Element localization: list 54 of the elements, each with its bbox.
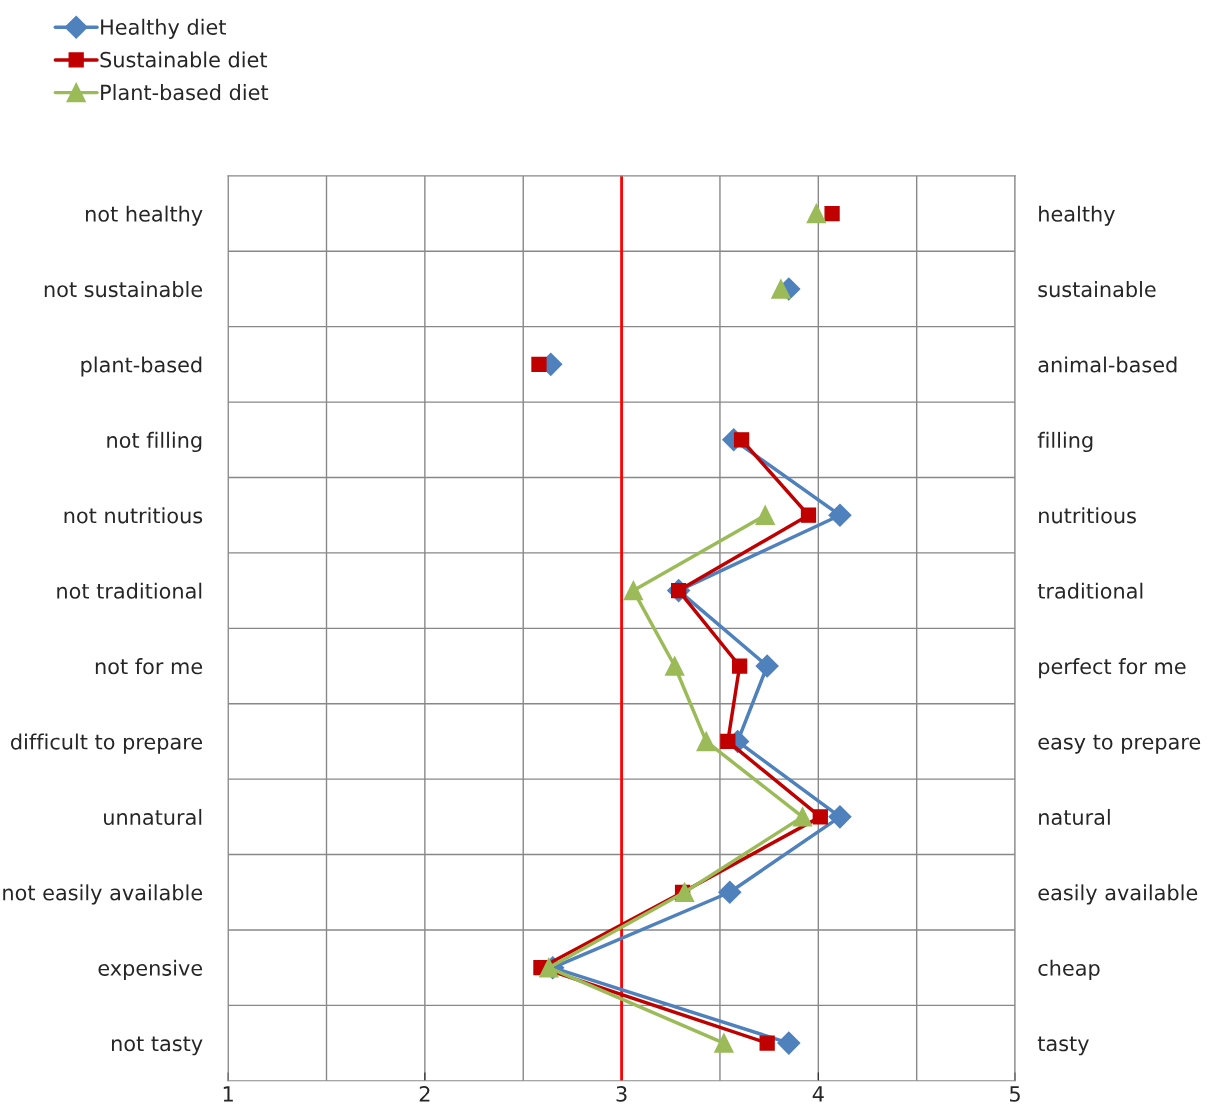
- y2-tick-label: tasty: [1037, 1036, 1089, 1056]
- y2-tick-label: natural: [1039, 808, 1110, 826]
- point: [771, 279, 791, 299]
- point: [531, 356, 547, 373]
- y2-tick-label: easily available: [1038, 884, 1198, 905]
- point: [812, 809, 828, 825]
- y2-tick-label: nutritious: [1039, 507, 1136, 524]
- point: [792, 807, 813, 827]
- point: [623, 580, 644, 601]
- y2-tick-label: traditional: [1037, 582, 1143, 599]
- y-tick-label: unnatural: [104, 808, 202, 826]
- point: [731, 658, 748, 674]
- x-tick-label: 4: [812, 1086, 824, 1102]
- y2-tick-label: perfect for me: [1039, 658, 1186, 679]
- legend-label: Healthy diet: [101, 18, 226, 39]
- point: [696, 731, 716, 752]
- y2-tick-label: healthy: [1039, 205, 1115, 226]
- y2-tick-label: cheap: [1038, 959, 1100, 980]
- y2-tick-label: filling: [1037, 431, 1093, 453]
- legend-label: Plant-based diet: [101, 84, 269, 101]
- point: [714, 1033, 734, 1053]
- point: [800, 507, 817, 523]
- y-tick-label: not easily available: [3, 884, 203, 905]
- point: [733, 432, 750, 448]
- y-tick-label: not traditional: [57, 582, 202, 599]
- point: [806, 203, 827, 224]
- point: [828, 503, 852, 527]
- point: [777, 1031, 801, 1055]
- point: [755, 654, 779, 678]
- x-tick-label: 2: [419, 1086, 430, 1102]
- point: [755, 505, 775, 525]
- point: [759, 1035, 775, 1051]
- y2-tick-label: sustainable: [1038, 281, 1156, 298]
- legend-label: Sustainable diet: [100, 51, 268, 68]
- x-tick-label: 3: [616, 1086, 627, 1102]
- y-tick-label: not healthy: [86, 205, 203, 226]
- point: [664, 656, 685, 676]
- y-tick-label: not filling: [107, 431, 202, 453]
- y-tick-label: difficult to prepare: [11, 733, 203, 754]
- y-tick-label: not nutritious: [64, 507, 203, 524]
- y-tick-label: plant-based: [81, 356, 202, 377]
- y-tick-label: expensive: [98, 959, 203, 980]
- point: [720, 733, 736, 750]
- point: [828, 805, 852, 829]
- y2-tick-label: animal-based: [1038, 356, 1177, 373]
- x-tick-label: 1: [223, 1086, 233, 1102]
- y-tick-label: not tasty: [112, 1036, 203, 1056]
- y-tick-label: not sustainable: [44, 281, 203, 298]
- point: [824, 205, 840, 222]
- y-tick-label: not for me: [95, 658, 203, 675]
- point: [539, 957, 559, 978]
- y2-tick-label: easy to prepare: [1038, 734, 1201, 754]
- x-tick-label: 5: [1010, 1086, 1020, 1102]
- point: [718, 880, 742, 904]
